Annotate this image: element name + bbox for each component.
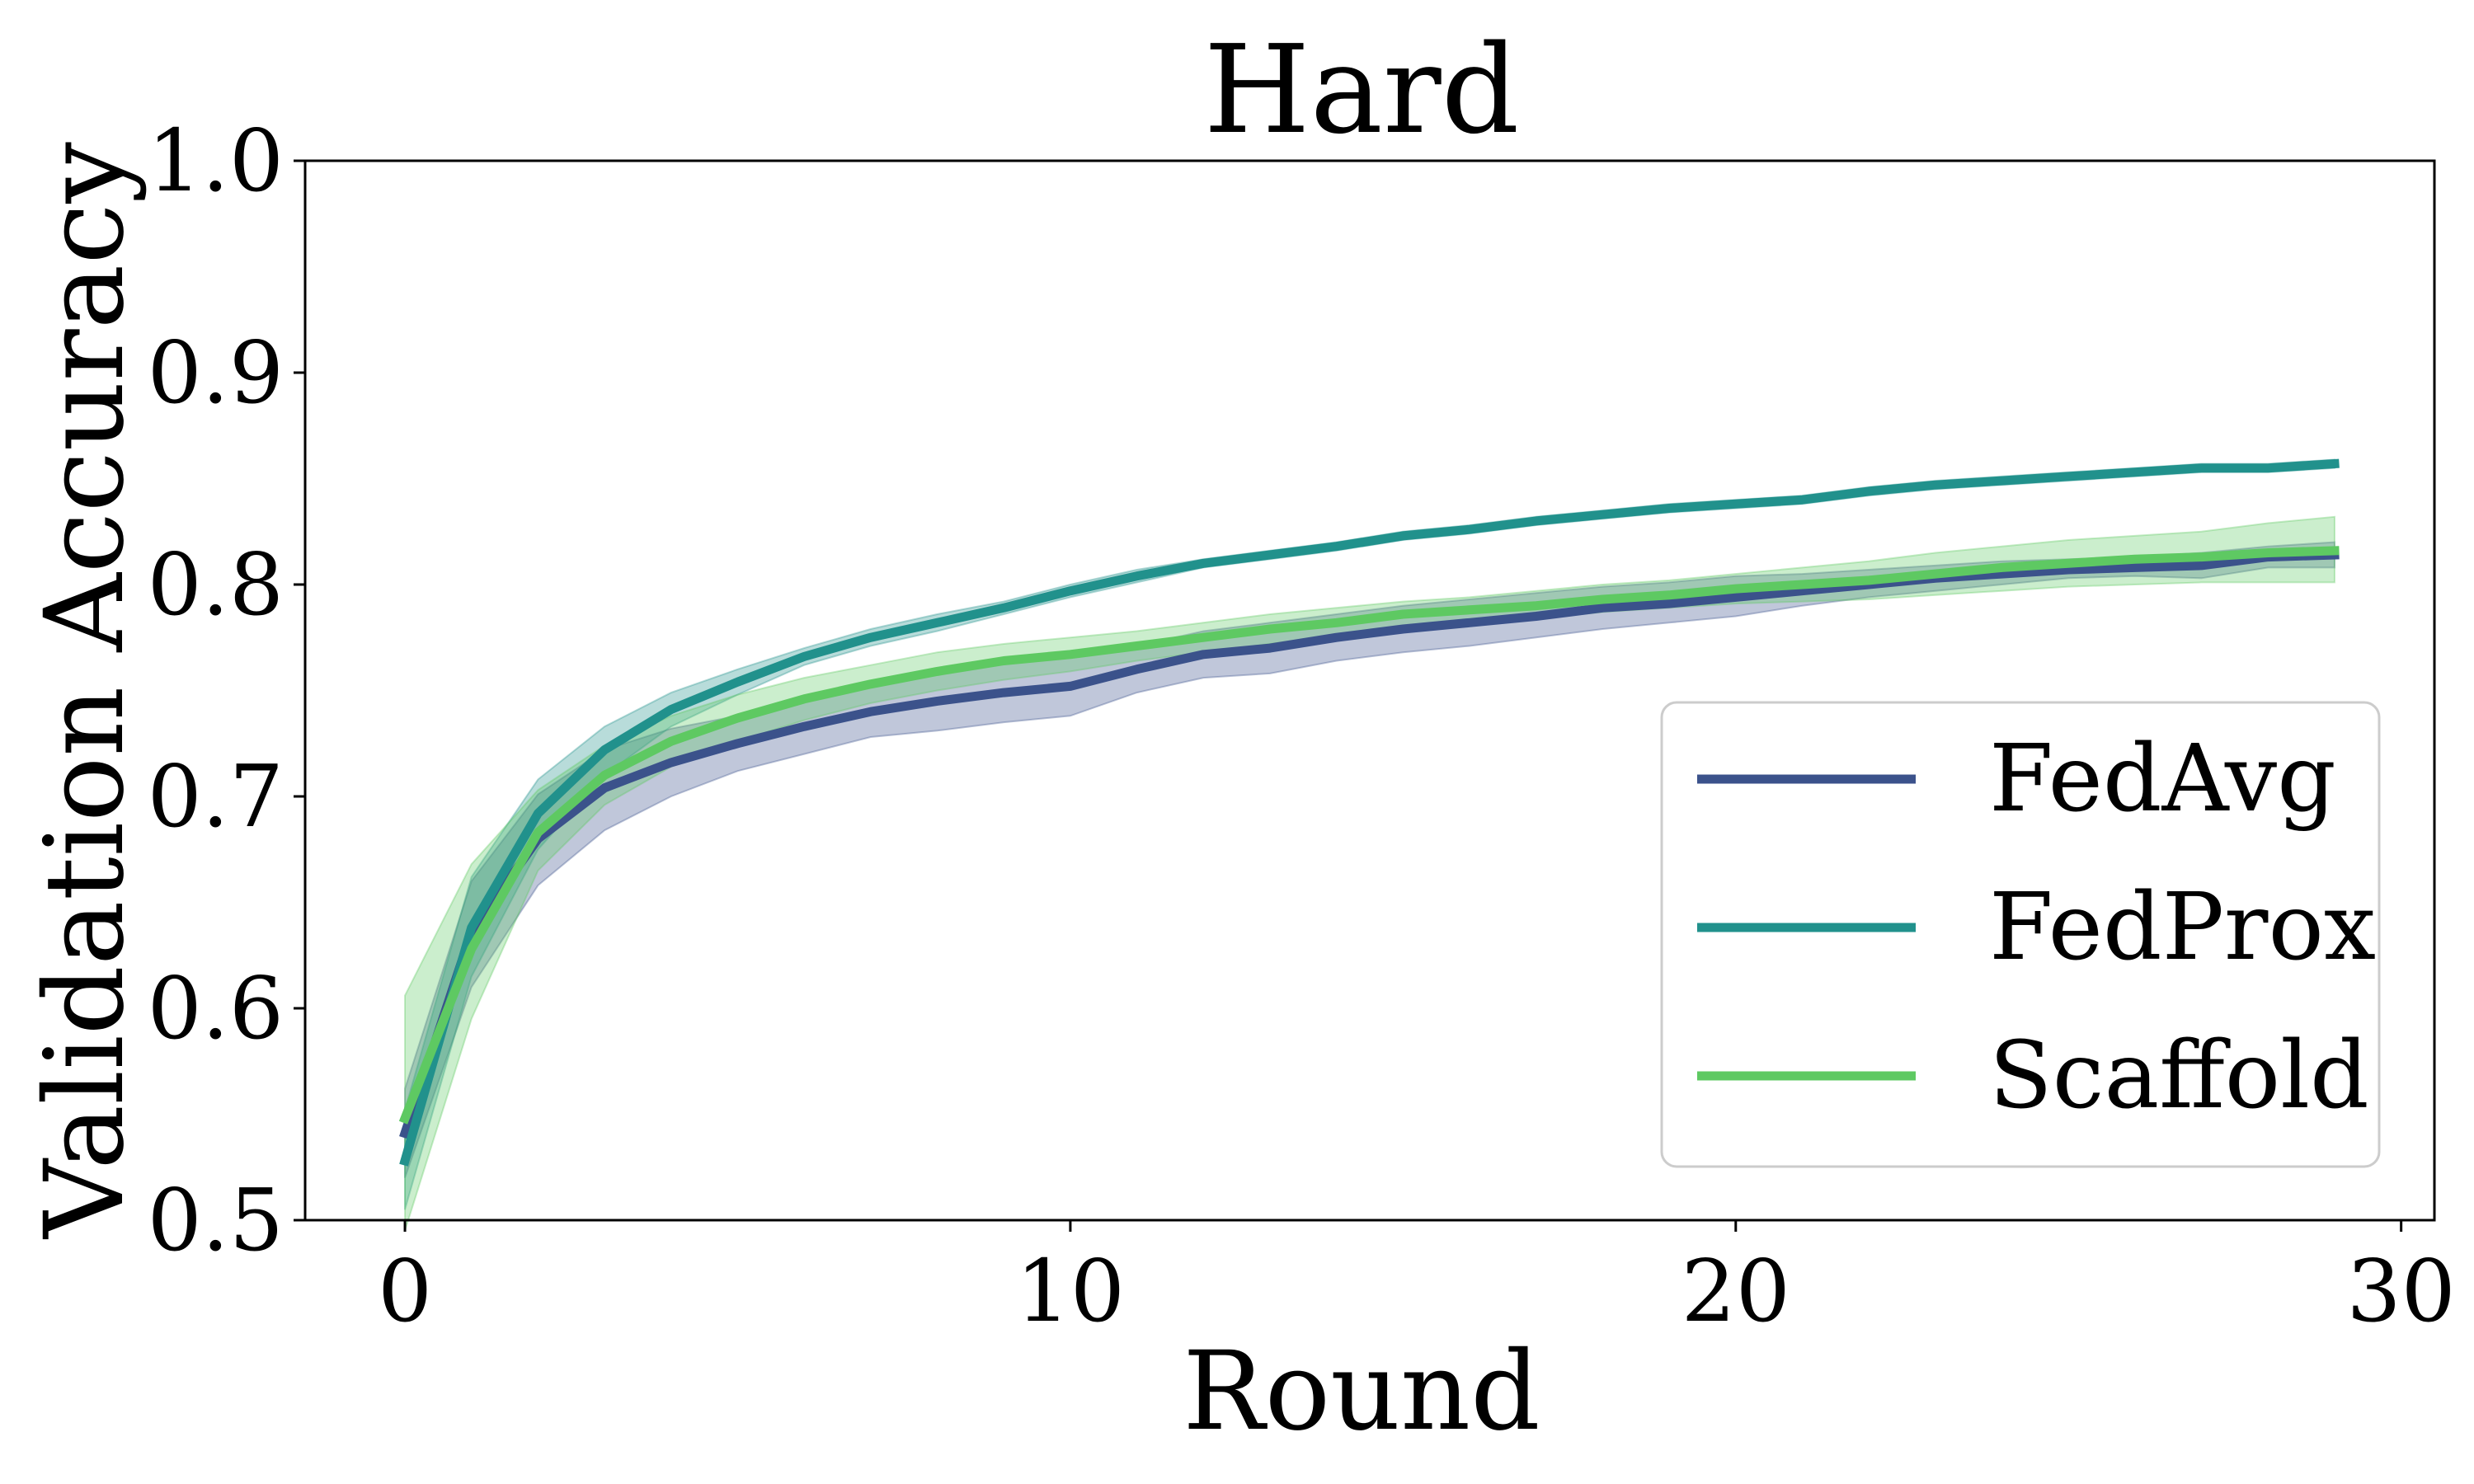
x-axis-ticks: 0 10 20 30 [378,1220,2456,1341]
x-axis-label: Round [1183,1328,1540,1455]
scaffold-confidence-band [404,515,2335,1232]
legend-label-fedavg: FedAvg [1989,726,2336,833]
fedprox-line [399,458,2340,1167]
series-lines [398,458,2340,1167]
x-tick-label: 30 [2346,1241,2455,1341]
y-tick-label: 1.0 [148,110,284,211]
y-tick-label: 0.7 [148,746,284,847]
legend: FedAvg FedProx Scaffold [1660,701,2381,1168]
legend-box [1660,701,2381,1168]
y-axis-ticks: 0.5 0.6 0.7 0.8 0.9 1.0 [148,110,305,1270]
scaffold-line [398,546,2340,1125]
legend-item-scaffold: Scaffold [1697,1022,2369,1129]
fedavg-line [399,550,2340,1139]
plot-frame [303,159,2436,1222]
legend-label-scaffold: Scaffold [1989,1022,2369,1129]
legend-item-fedprox: FedProx [1697,874,2376,981]
chart-title: Hard [1204,19,1520,161]
y-tick-label: 0.5 [148,1170,284,1270]
y-tick-label: 0.9 [148,322,284,423]
x-tick-label: 0 [378,1241,432,1341]
y-axis-label: Validation Accuracy [21,142,148,1240]
legend-label-fedprox: FedProx [1989,874,2376,981]
x-tick-label: 20 [1681,1241,1790,1341]
y-tick-label: 0.8 [148,534,284,635]
legend-item-fedavg: FedAvg [1697,726,2336,833]
x-tick-label: 10 [1016,1241,1125,1341]
y-tick-label: 0.6 [148,958,284,1059]
